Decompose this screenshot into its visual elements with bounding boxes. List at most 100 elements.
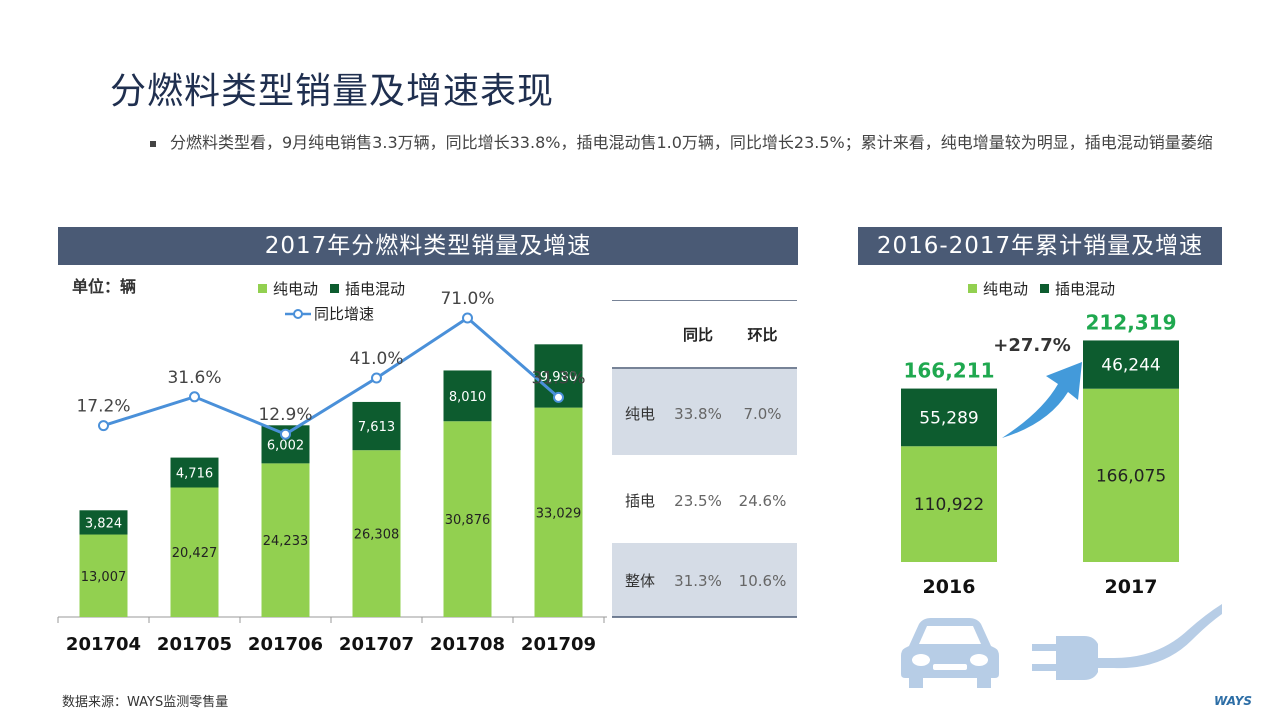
table-header-row: 同比 环比: [612, 324, 797, 345]
legend-swatch-phev: [1040, 284, 1050, 293]
bar-label-phev: 55,289: [919, 408, 978, 428]
x-tick-label: 201708: [430, 634, 505, 655]
legend-label-bev: 纯电动: [983, 280, 1029, 298]
bar-phev: [261, 425, 310, 464]
table-header-mom: 环比: [747, 326, 778, 344]
growth-arrow-icon: [1002, 362, 1082, 438]
table-row-phev: 插电 23.5% 24.6%: [612, 490, 797, 511]
table-cell-yoy: 33.8%: [674, 404, 722, 423]
legend-item-bev: 纯电动: [258, 278, 318, 299]
bar-phev: [1083, 340, 1179, 389]
bar-label-bev: 24,233: [263, 534, 309, 549]
bar-label-phev: 46,244: [1101, 356, 1160, 376]
bar-phev: [443, 370, 492, 422]
bar-label-phev: 6,002: [267, 438, 304, 453]
legend-swatch-phev: [330, 284, 340, 293]
bar-label-phev: 4,716: [176, 467, 213, 482]
growth-label: 17.2%: [76, 397, 130, 417]
table-row-label: 整体: [624, 572, 655, 590]
bar-bev: [1083, 388, 1179, 562]
bar-bev: [170, 487, 219, 617]
legend-swatch-bev: [968, 284, 977, 293]
legend-item-growth: 同比增速: [285, 303, 374, 324]
bar-label-bev: 30,876: [445, 513, 491, 528]
total-label: 166,211: [903, 359, 994, 383]
legend-item-phev: 插电混动: [330, 278, 405, 299]
table-cell-yoy: 23.5%: [674, 491, 722, 510]
bar-bev: [352, 450, 401, 617]
growth-table: 同比 环比 纯电 33.8% 7.0% 插电 23.5% 24.6% 整体 31…: [612, 300, 797, 618]
legend-item-bev: 纯电动: [968, 278, 1028, 299]
page-title: 分燃料类型销量及增速表现: [110, 71, 555, 112]
left-chart-legend: 纯电动 插电混动: [258, 278, 417, 299]
car-icon: [901, 618, 999, 688]
bar-label-bev: 26,308: [354, 528, 400, 543]
bar-phev: [79, 510, 128, 535]
table-row-total: 整体 31.3% 10.6%: [612, 570, 797, 591]
table-cell-mom: 7.0%: [743, 404, 782, 423]
bar-label-phev: 9,980: [540, 370, 577, 385]
growth-point: [553, 391, 564, 403]
table-row-label: 纯电: [624, 405, 655, 423]
x-tick-label: 201709: [521, 634, 596, 655]
growth-point: [98, 420, 109, 432]
right-chart-legend: 纯电动 插电混动: [968, 278, 1127, 299]
x-tick-label: 2016: [923, 576, 976, 598]
bar-bev: [79, 534, 128, 617]
legend-item-phev: 插电混动: [1040, 278, 1115, 299]
bar-label-bev: 110,922: [914, 495, 984, 515]
bullet-marker: [150, 141, 156, 147]
summary-text: 分燃料类型看，9月纯电销售3.3万辆，同比增长33.8%，插电混动售1.0万辆，…: [170, 133, 1213, 152]
bar-label-bev: 13,007: [81, 570, 127, 585]
bar-phev: [352, 401, 401, 451]
legend-label-growth: 同比增速: [314, 305, 375, 323]
growth-label: 41.0%: [349, 349, 403, 369]
legend-label-phev: 插电混动: [345, 280, 406, 298]
legend-label-phev: 插电混动: [1055, 280, 1116, 298]
growth-point: [462, 312, 473, 324]
x-tick-label: 2017: [1105, 576, 1158, 598]
bar-phev: [170, 457, 219, 488]
unit-label: 单位：辆: [72, 277, 137, 296]
bar-bev: [261, 463, 310, 617]
growth-line: [103, 316, 560, 436]
growth-point: [189, 391, 200, 403]
table-grid: [612, 300, 797, 618]
growth-label: 31.3%: [531, 368, 585, 388]
bar-bev: [534, 407, 583, 617]
growth-point: [371, 372, 382, 384]
total-label: 212,319: [1085, 310, 1176, 334]
growth-point: [280, 428, 291, 440]
legend-label-bev: 纯电动: [273, 280, 319, 298]
growth-label: 31.6%: [167, 368, 221, 388]
brand-logo: WAYS: [1214, 694, 1253, 708]
x-tick-label: 201707: [339, 634, 414, 655]
x-tick-label: 201706: [248, 634, 323, 655]
table-row-label: 插电: [624, 492, 655, 510]
x-tick-label: 201705: [157, 634, 232, 655]
plug-icon: [1032, 604, 1222, 680]
bar-bev: [901, 446, 997, 562]
table-cell-mom: 10.6%: [738, 571, 787, 590]
bar-label-bev: 166,075: [1096, 466, 1166, 486]
legend-swatch-bev: [258, 284, 267, 293]
bar-phev: [901, 388, 997, 447]
table-row-bev: 纯电 33.8% 7.0%: [612, 403, 797, 424]
data-source-note: 数据来源：WAYS监测零售量: [62, 695, 229, 710]
growth-label: 12.9%: [258, 405, 312, 425]
summary-text-block: 分燃料类型看，9月纯电销售3.3万辆，同比增长33.8%，插电混动售1.0万辆，…: [150, 132, 1232, 154]
table-cell-mom: 24.6%: [738, 491, 787, 510]
left-panel-header: 2017年分燃料类型销量及增速: [58, 227, 798, 265]
right-panel-header: 2016-2017年累计销量及增速: [858, 227, 1222, 265]
legend-line-marker: [285, 308, 311, 319]
table-cell-yoy: 31.3%: [674, 571, 722, 590]
bar-label-bev: 20,427: [172, 546, 218, 561]
bar-label-phev: 7,613: [358, 420, 395, 435]
growth-label: +27.7%: [993, 335, 1071, 356]
x-tick-label: 201704: [66, 634, 141, 655]
table-header-yoy: 同比: [682, 326, 713, 344]
bar-phev: [534, 344, 583, 408]
bar-label-bev: 33,029: [536, 506, 582, 521]
bar-label-phev: 8,010: [449, 390, 486, 405]
bar-bev: [443, 421, 492, 617]
